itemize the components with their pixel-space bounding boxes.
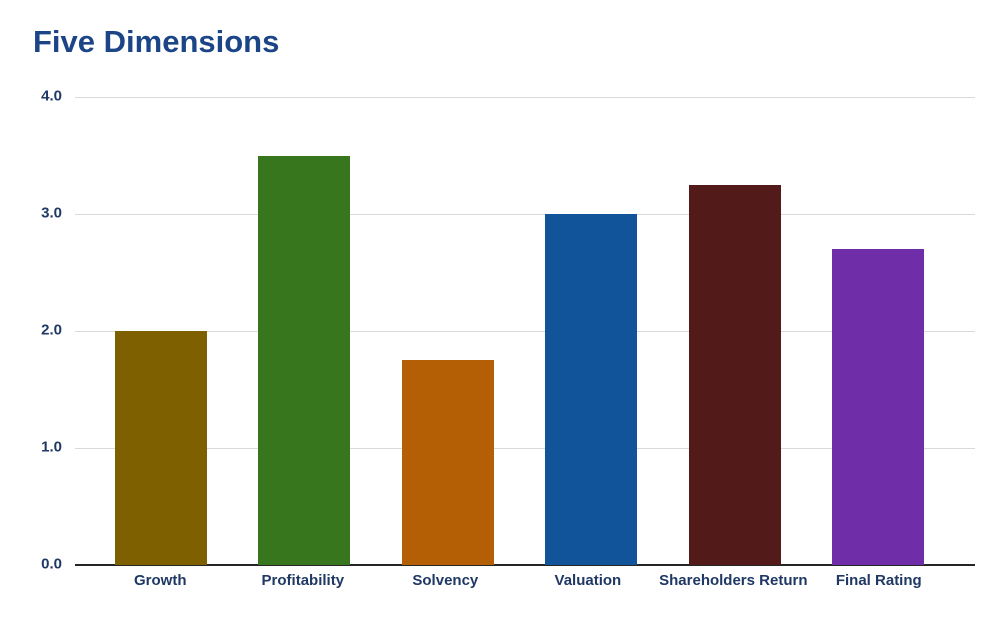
bar-column-solvency [376, 97, 520, 565]
x-tick-label: Valuation [554, 572, 622, 589]
gridline [75, 97, 975, 98]
y-tick-label: 0.0 [41, 555, 62, 573]
bar-profitability [258, 155, 351, 565]
y-tick-label: 1.0 [41, 438, 62, 456]
bar-shareholders-return [688, 184, 781, 565]
gridline [75, 214, 975, 215]
plot-area: 4.0 3.0 2.0 1.0 0.0 [41, 88, 975, 573]
bar-chart: 4.0 3.0 2.0 1.0 0.0 Growth Profitability Solve… [41, 88, 975, 589]
x-tick-label: Solvency [412, 572, 479, 589]
bar-column-profitability [233, 97, 377, 565]
x-tick-label: Shareholders Return [659, 572, 808, 589]
y-tick-label: 2.0 [41, 321, 62, 339]
x-axis-labels: Growth Profitability Solvency Valuation Shar… [89, 565, 950, 589]
y-tick-label: 4.0 [41, 87, 62, 105]
bar-column-valuation [520, 97, 664, 565]
bar-column-final-rating [807, 97, 951, 565]
bars-row [89, 97, 950, 565]
bar-final-rating [832, 249, 925, 565]
x-tick-label: Final Rating [835, 572, 922, 589]
chart-title: Five Dimensions [33, 24, 280, 59]
y-tick-label: 3.0 [41, 204, 62, 222]
bar-valuation [545, 214, 638, 565]
gridline [75, 448, 975, 449]
bar-column-shareholders-return [663, 97, 807, 565]
bar-solvency [401, 360, 494, 565]
x-tick-label: Profitability [261, 572, 345, 589]
bar-growth [114, 331, 207, 565]
x-tick-label: Growth [134, 572, 187, 589]
gridline [75, 331, 975, 332]
x-axis-line [75, 564, 975, 566]
bar-column-growth [89, 97, 233, 565]
